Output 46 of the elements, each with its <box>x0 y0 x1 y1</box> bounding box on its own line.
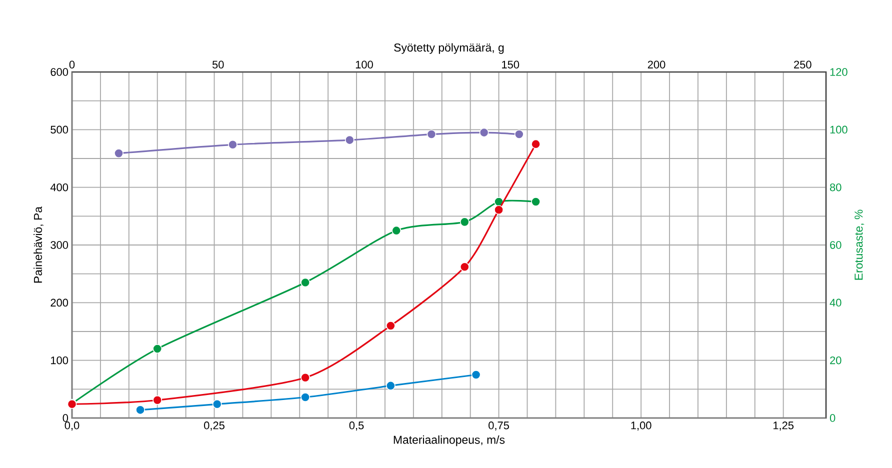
y2-tick-label: 0 <box>830 414 836 422</box>
y2-axis-title: Erotusaste, % <box>854 210 864 280</box>
y-tick-label: 600 <box>50 68 68 76</box>
x2-tick-label: 200 <box>648 60 666 68</box>
x-tick-label: 0,0 <box>64 422 80 431</box>
point <box>212 399 222 409</box>
point <box>392 226 402 236</box>
point <box>152 395 162 405</box>
x-axis-title: Materiaalinopeus, m/s <box>394 435 505 446</box>
x2-tick-label: 150 <box>502 60 520 68</box>
y2-tick-label: 60 <box>830 241 842 249</box>
x-tick-label: 0,75 <box>488 422 509 431</box>
point <box>386 321 396 330</box>
x2-tick-label: 100 <box>356 60 373 68</box>
y2-tick-label: 120 <box>830 68 848 76</box>
x2-tick-label: 50 <box>212 60 224 68</box>
point <box>300 278 310 288</box>
point <box>152 344 162 354</box>
point <box>136 405 145 415</box>
point <box>460 262 470 272</box>
point <box>300 372 310 382</box>
x-tick-label: 1,00 <box>631 422 652 431</box>
y-tick-label: 0 <box>62 414 68 422</box>
y-tick-label: 400 <box>50 183 68 192</box>
y-axis-title: Painehäviö, Pa <box>34 206 44 283</box>
y-tick-label: 200 <box>50 298 68 307</box>
point <box>460 217 470 227</box>
point <box>494 205 504 215</box>
point <box>531 197 540 206</box>
y2-tick-label: 80 <box>830 183 842 192</box>
x2-axis-title: Syötetty pölymäärä, g <box>394 43 504 54</box>
x2-tick-label: 250 <box>794 60 812 68</box>
point <box>471 370 481 380</box>
x2-tick-label: 0 <box>69 60 75 68</box>
y-tick-label: 500 <box>50 126 68 134</box>
point <box>300 392 310 402</box>
point <box>531 139 540 149</box>
y-tick-label: 100 <box>51 356 68 364</box>
x-tick-label: 0,5 <box>349 422 364 431</box>
y2-tick-label: 100 <box>830 126 848 134</box>
y2-tick-label: 20 <box>830 356 842 364</box>
x-tick-label: 1,25 <box>773 422 794 431</box>
y2-tick-label: 40 <box>830 298 842 307</box>
x-tick-label: 0,25 <box>204 422 224 431</box>
point <box>386 381 396 390</box>
y-tick-label: 300 <box>50 241 68 249</box>
